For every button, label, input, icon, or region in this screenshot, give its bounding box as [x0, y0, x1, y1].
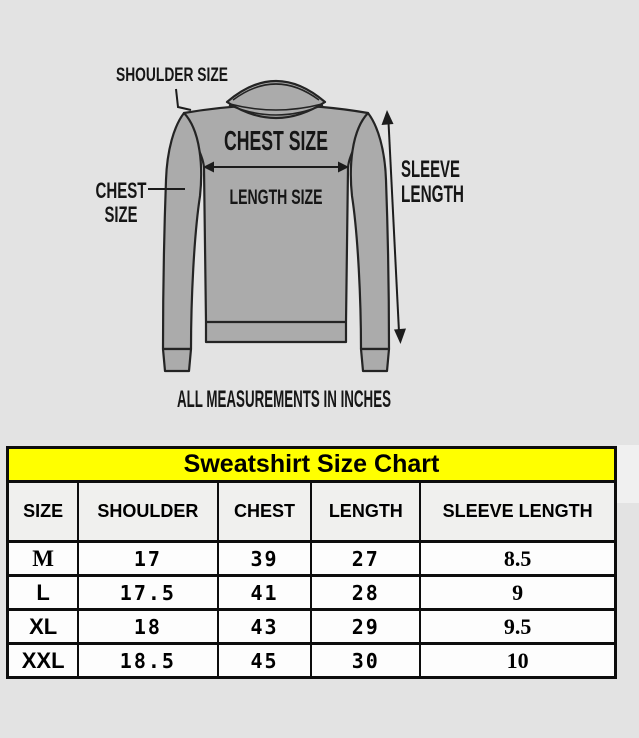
collar-rib-line-1	[229, 103, 323, 111]
table-body: Sweatshirt Size Chart SIZE SHOULDER CHEST L…	[6, 446, 617, 679]
value-cell: 17	[77, 540, 219, 577]
header-cell: CHEST	[216, 480, 313, 543]
length-size-label: LENGTH SIZE	[230, 186, 323, 209]
value-cell: 39	[216, 540, 313, 577]
header-cell: SHOULDER	[77, 480, 219, 543]
value-cell: 41	[216, 574, 313, 611]
size-cell: XXL	[6, 642, 80, 679]
size-cell: XL	[6, 608, 80, 645]
table-row: L 17.5 41 28 9	[6, 574, 617, 611]
value-cell: 8.5	[419, 540, 617, 577]
measurements-note: ALL MEASUREMENTS IN INCHES	[177, 386, 391, 413]
chest-arrowhead-left	[203, 161, 214, 173]
table-row: M 17 39 27 8.5	[6, 540, 617, 577]
header-row: SIZE SHOULDER CHEST LENGTH SLEEVE LENGTH	[6, 480, 617, 543]
title-row: Sweatshirt Size Chart	[6, 446, 617, 483]
background-patch	[617, 445, 639, 503]
value-cell: 27	[310, 540, 422, 577]
value-cell: 43	[216, 608, 313, 645]
value-cell: 10	[419, 642, 617, 679]
value-cell: 18.5	[77, 642, 219, 679]
table-row: XXL 18.5 45 30 10	[6, 642, 617, 679]
right-sleeve	[349, 111, 391, 351]
sleeve-arrowhead-top	[381, 110, 394, 125]
sleeve-length-label-line1: SLEEVE	[401, 156, 460, 183]
sleeve-length-arrow	[387, 121, 400, 333]
sleeve-length-label-line2: LENGTH	[401, 181, 464, 208]
chest-size-side-label-line2: SIZE	[105, 202, 138, 227]
table-row: XL 18 43 29 9.5	[6, 608, 617, 645]
header-cell: SLEEVE LENGTH	[419, 480, 617, 543]
value-cell: 9.5	[419, 608, 617, 645]
size-cell: M	[6, 540, 80, 577]
value-cell: 45	[216, 642, 313, 679]
value-cell: 17.5	[77, 574, 219, 611]
left-cuff	[161, 347, 193, 373]
sweatshirt-diagram: SHOULDER SIZE CHEST SIZE CHEST SIZE LENG…	[96, 65, 465, 413]
collar-inner-line	[232, 83, 320, 101]
sleeve-arrowhead-bottom	[394, 328, 406, 344]
chest-arrowhead-right	[338, 161, 349, 173]
value-cell: 18	[77, 608, 219, 645]
table-title: Sweatshirt Size Chart	[6, 446, 617, 483]
chest-size-side-label-line1: CHEST	[96, 178, 147, 203]
measurement-marks	[148, 88, 406, 344]
left-sleeve	[161, 111, 203, 351]
value-cell: 29	[310, 608, 422, 645]
chest-size-label: CHEST SIZE	[224, 125, 328, 156]
sweatshirt-graphic	[161, 80, 391, 373]
shoulder-size-label: SHOULDER SIZE	[116, 65, 228, 86]
value-cell: 30	[310, 642, 422, 679]
size-cell: L	[6, 574, 80, 611]
value-cell: 28	[310, 574, 422, 611]
value-cell: 9	[419, 574, 617, 611]
shoulder-connector-line	[175, 88, 192, 111]
header-cell: LENGTH	[310, 480, 422, 543]
right-cuff	[359, 347, 391, 373]
collar-rib-line-2	[228, 104, 324, 116]
size-table: Sweatshirt Size Chart SIZE SHOULDER CHEST L…	[6, 446, 617, 679]
header-cell: SIZE	[6, 480, 80, 543]
